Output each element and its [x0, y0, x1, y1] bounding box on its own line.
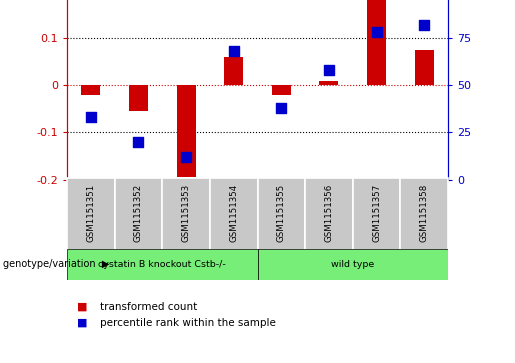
Point	[420, 22, 428, 28]
Text: GSM1151356: GSM1151356	[324, 184, 333, 242]
Text: cystatin B knockout Cstb-/-: cystatin B knockout Cstb-/-	[98, 260, 226, 269]
Point	[372, 29, 381, 35]
Bar	[353, 178, 401, 250]
Text: percentile rank within the sample: percentile rank within the sample	[100, 318, 277, 328]
Bar	[319, 81, 338, 85]
Text: GSM1151352: GSM1151352	[134, 184, 143, 242]
Point	[87, 114, 95, 120]
Point	[325, 67, 333, 73]
Bar	[129, 85, 148, 111]
Text: ■: ■	[77, 302, 88, 312]
Text: GSM1151355: GSM1151355	[277, 184, 286, 242]
Point	[277, 105, 285, 111]
Text: ■: ■	[77, 318, 88, 328]
Text: GSM1151353: GSM1151353	[182, 184, 191, 242]
Point	[230, 48, 238, 54]
Bar	[258, 249, 448, 280]
Text: GSM1151351: GSM1151351	[87, 184, 95, 242]
Bar	[401, 178, 448, 250]
Text: GSM1151357: GSM1151357	[372, 184, 381, 242]
Bar	[258, 178, 305, 250]
Bar	[305, 178, 353, 250]
Bar	[81, 85, 100, 95]
Bar	[367, 0, 386, 85]
Bar	[67, 178, 115, 250]
Text: transformed count: transformed count	[100, 302, 198, 312]
Point	[182, 154, 190, 160]
Point	[134, 139, 143, 145]
Bar	[67, 249, 258, 280]
Text: GSM1151354: GSM1151354	[229, 184, 238, 242]
Bar	[210, 178, 258, 250]
Bar	[272, 85, 291, 95]
Bar	[224, 57, 243, 85]
Bar	[162, 178, 210, 250]
Bar	[114, 178, 162, 250]
Bar	[415, 50, 434, 85]
Text: GSM1151358: GSM1151358	[420, 184, 428, 242]
Text: genotype/variation  ▶: genotype/variation ▶	[3, 259, 109, 269]
Bar	[177, 85, 196, 178]
Text: wild type: wild type	[331, 260, 374, 269]
